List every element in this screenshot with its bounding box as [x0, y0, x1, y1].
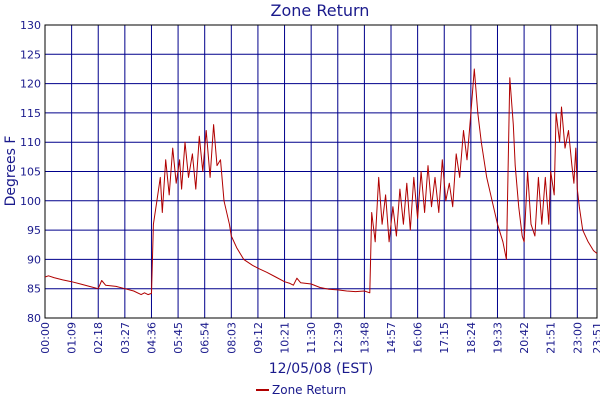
x-tick-label: 18:24	[465, 322, 478, 354]
x-tick-label: 12:39	[332, 322, 345, 354]
x-tick-label: 04:36	[145, 322, 158, 354]
x-tick-label: 11:30	[305, 322, 318, 354]
x-tick-label: 10:21	[279, 322, 292, 354]
x-tick-label: 13:48	[358, 322, 371, 354]
x-tick-label: 17:15	[438, 322, 451, 354]
y-axis-ticks: 80 85 90 95 100 105 110 115 120 125 130	[20, 19, 41, 325]
y-tick-label: 90	[27, 253, 41, 266]
x-tick-label: 01:09	[66, 322, 79, 354]
y-tick-label: 105	[20, 166, 41, 179]
x-tick-label: 08:03	[225, 322, 238, 354]
x-tick-label: 00:00	[39, 322, 52, 354]
x-tick-label: 21:51	[545, 322, 558, 354]
y-tick-label: 125	[20, 48, 41, 61]
y-tick-label: 120	[20, 78, 41, 91]
x-tick-label: 23:00	[571, 322, 584, 354]
x-tick-label: 09:12	[252, 322, 265, 354]
plot-border	[44, 24, 598, 319]
chart-title: Zone Return	[271, 1, 370, 20]
y-tick-label: 115	[20, 107, 41, 120]
x-tick-label: 02:18	[92, 322, 105, 354]
y-tick-label: 85	[27, 283, 41, 296]
y-tick-label: 80	[27, 312, 41, 325]
x-tick-label: 03:27	[119, 322, 132, 354]
y-tick-label: 100	[20, 195, 41, 208]
legend: Zone Return	[256, 383, 346, 397]
x-tick-label: 19:33	[491, 322, 504, 354]
legend-label: Zone Return	[272, 383, 346, 397]
x-tick-label: 20:42	[518, 322, 531, 354]
x-tick-label: 14:57	[385, 322, 398, 354]
y-tick-label: 130	[20, 19, 41, 32]
x-axis-title: 12/05/08 (EST)	[269, 361, 374, 377]
x-tick-label: 16:06	[412, 322, 425, 354]
series-lines	[44, 68, 598, 296]
series-line-zone-return	[44, 68, 598, 296]
y-tick-label: 110	[20, 136, 41, 149]
y-axis-title: Degrees F	[3, 136, 19, 207]
x-tick-label: 05:45	[172, 322, 185, 354]
y-tick-label: 95	[27, 224, 41, 237]
x-axis-ticks: 00:00 01:09 02:18 03:27 04:36 05:45 06:54 08:03…	[39, 322, 600, 354]
x-tick-label: 06:54	[199, 322, 212, 354]
x-tick-label: 23:51	[591, 322, 600, 354]
